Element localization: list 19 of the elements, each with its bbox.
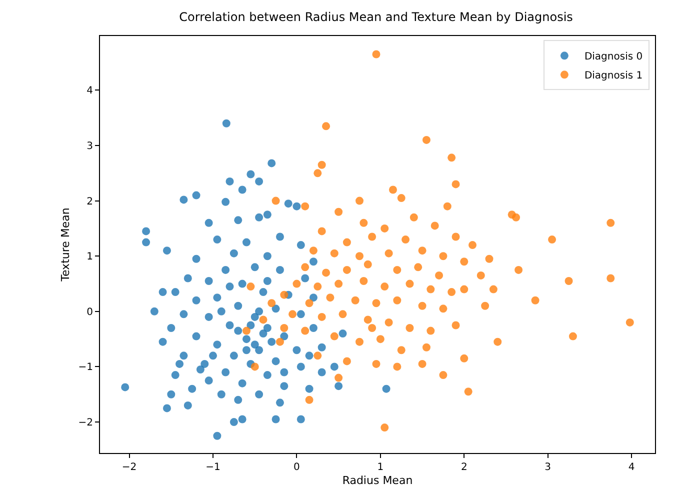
x-tick-label: −2 — [122, 462, 137, 473]
legend-label: Diagnosis 0 — [584, 52, 643, 63]
x-tick-label: 0 — [294, 462, 300, 473]
x-tick-label: 1 — [377, 462, 384, 473]
x-tick-label: 2 — [460, 462, 468, 473]
legend-label: Diagnosis 1 — [584, 70, 643, 82]
y-tick-label: 4 — [86, 86, 93, 97]
y-tick-label: 3 — [86, 141, 93, 152]
y-axis-title: Texture Mean — [58, 208, 72, 282]
x-tick-label: 3 — [544, 462, 552, 473]
x-tick-label: 4 — [628, 462, 635, 473]
x-axis-title: Radius Mean — [342, 474, 413, 488]
y-tick-label: −1 — [78, 362, 93, 374]
y-tick-label: 0 — [86, 306, 93, 318]
y-tick-label: −2 — [78, 418, 93, 429]
chart-title: Correlation between Radius Mean and Texture Mean by Diagnosis — [179, 10, 573, 24]
y-tick-label: 2 — [86, 196, 93, 208]
y-tick-label: 1 — [86, 252, 93, 263]
x-tick-label: −1 — [206, 462, 220, 473]
